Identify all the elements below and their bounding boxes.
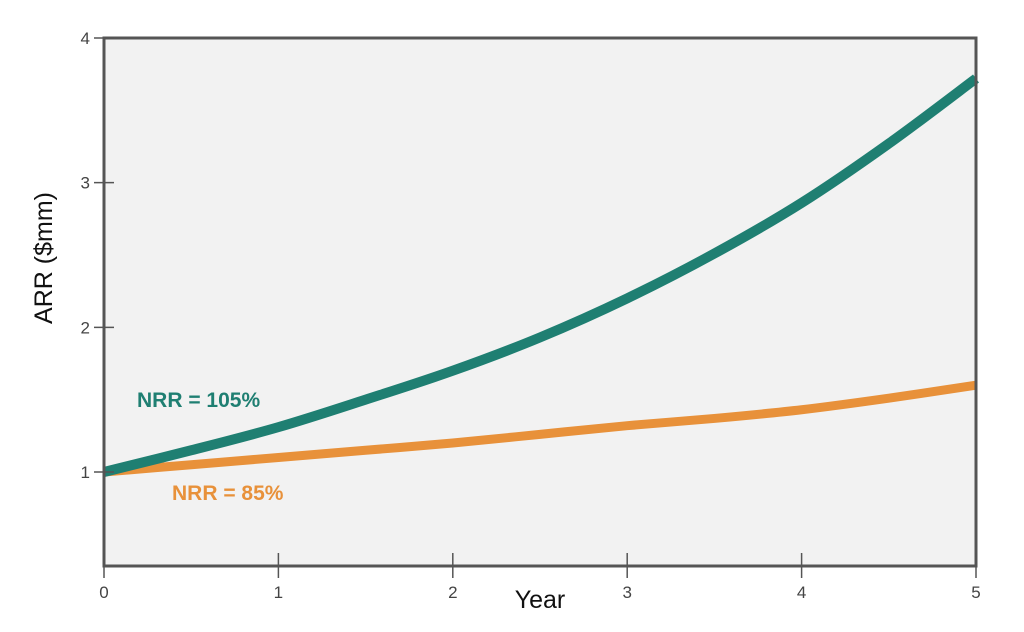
y-axis-title: ARR ($mm) [30,192,58,324]
y-tick-label: 4 [81,29,90,48]
series-line-nrr-85 [103,380,977,477]
x-axis-ticks: 0 1 2 3 4 5 [99,553,981,602]
plot-frame [102,36,978,568]
x-tick-label: 3 [622,583,631,602]
y-tick-label: 1 [81,463,90,482]
y-tick-label: 2 [81,318,90,337]
x-axis-title: Year [515,586,566,614]
series-layer [102,74,979,477]
x-tick-label: 5 [971,583,980,602]
y-tick-label: 3 [81,174,90,193]
series-line-nrr-105 [102,74,979,477]
series-label-nrr-85: NRR = 85% [172,482,284,505]
x-tick-label: 0 [99,583,108,602]
x-tick-label: 4 [797,583,806,602]
plot-area [104,38,976,566]
x-tick-label: 1 [274,583,283,602]
y-axis-ticks: 1 2 3 4 [81,29,114,482]
series-label-nrr-105: NRR = 105% [137,389,260,412]
x-tick-label: 2 [448,583,457,602]
